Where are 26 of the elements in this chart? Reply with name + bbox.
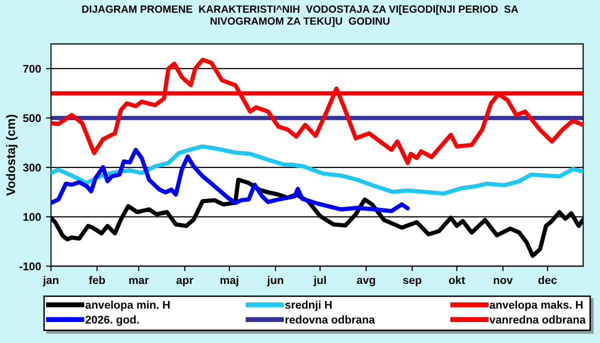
x-tick-label: jun (266, 276, 284, 286)
x-tick-label: jan (42, 276, 58, 286)
x-tick-label: okt (448, 276, 466, 284)
x-tick-label: avg (356, 278, 375, 286)
y-axis-title: Vodostaj (cm) (6, 114, 18, 196)
x-tick-label: dec (538, 276, 557, 284)
y-tick-label: 100 (23, 213, 41, 221)
legend-label: anvelopa maks. H (490, 300, 583, 311)
x-tick-label: maj (220, 276, 238, 286)
chart-title: DIJAGRAM PROMENE KARAKTERISTI^NIH VODOSTAJA ZA VI[EGODI[NJI PERIOD SA NIVOGRAMOM ZA TEKU]U GODINU (82, 5, 518, 27)
x-tick-label: nov (494, 278, 513, 284)
x-tick-label: apr (176, 278, 194, 286)
line-series (51, 148, 410, 214)
x-tick-label: jul (313, 276, 326, 286)
y-tick-label: 500 (23, 114, 41, 122)
y-tick-label: -100 (19, 262, 41, 270)
legend-label: vanredna odbrana (489, 315, 586, 324)
legend-label: redovna odbrana (286, 315, 376, 324)
x-tick-label: sep (403, 278, 422, 286)
legend-label: anvelopa min. H (85, 300, 170, 311)
x-tick-label: mar (129, 278, 149, 284)
y-tick-label: 700 (23, 64, 41, 73)
x-tick-label: feb (88, 276, 105, 284)
y-tick-label: 300 (22, 164, 41, 172)
legend-label: srednji H (285, 300, 332, 311)
legend-label: 2026. god. (86, 315, 139, 326)
